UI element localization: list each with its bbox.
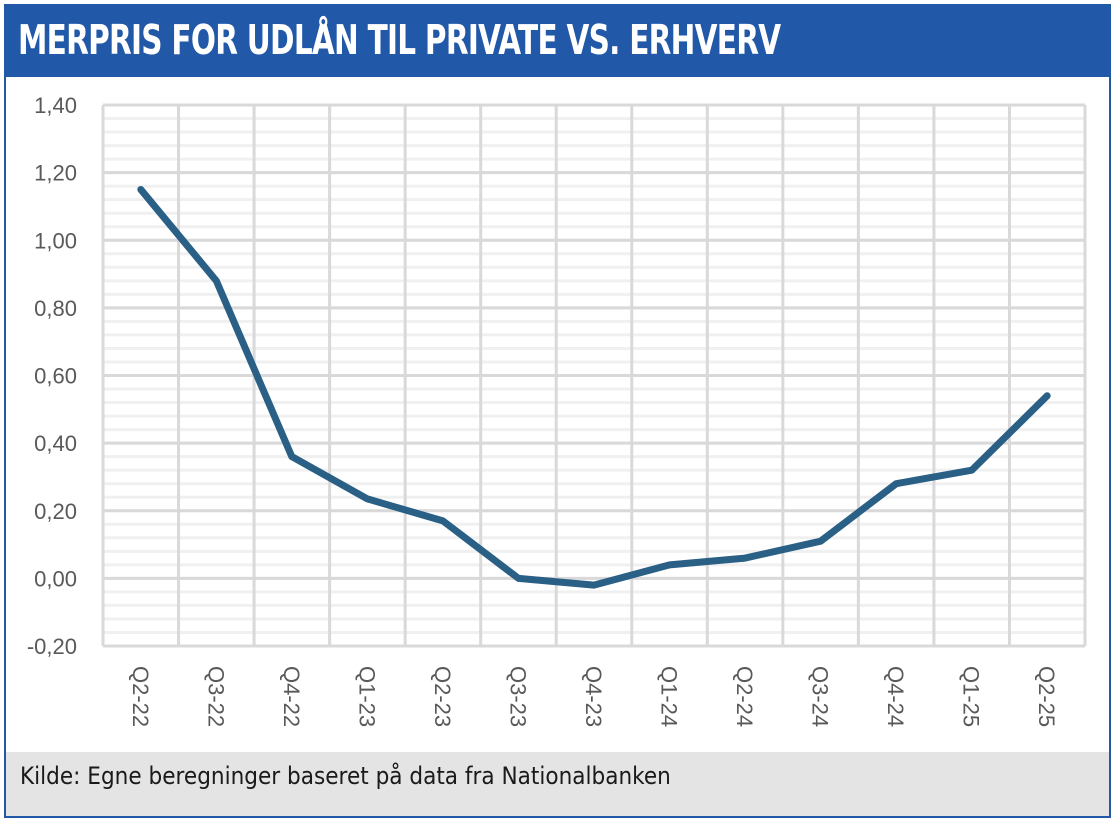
y-tick-label: 0,80: [34, 296, 77, 321]
x-tick-label: Q3-22: [203, 666, 228, 727]
y-tick-label: 1,40: [34, 93, 77, 118]
y-tick-label: -0,20: [27, 634, 77, 659]
source-footer: Kilde: Egne beregninger baseret på data …: [6, 752, 1109, 816]
title-bar: MERPRIS FOR UDLÅN TIL PRIVATE VS. ERHVER…: [4, 4, 1111, 77]
x-tick-label: Q4-22: [279, 666, 304, 727]
series-lines: [137, 186, 1051, 589]
x-tick-label: Q2-22: [128, 666, 153, 727]
x-tick-label: Q4-23: [581, 666, 606, 727]
x-axis-tick-labels: Q2-22 Q3-22 Q4-22 Q1-23 Q2-23 Q3-23 Q4-23 Q1-24…: [128, 666, 1059, 727]
y-axis-tick-labels: -0,20 0,00 0,20 0,40 0,60 0,80 1,00 1,20 1,40: [27, 93, 77, 659]
major-gridlines: [103, 103, 1085, 648]
chart-title: MERPRIS FOR UDLÅN TIL PRIVATE VS. ERHVER…: [18, 16, 781, 64]
x-tick-label: Q3-24: [808, 666, 833, 727]
x-tick-label: Q1-23: [354, 666, 379, 727]
y-tick-label: 0,20: [34, 499, 77, 524]
x-tick-label: Q1-24: [657, 666, 682, 727]
source-note: Kilde: Egne beregninger baseret på data …: [20, 762, 671, 790]
x-tick-label: Q2-23: [430, 666, 455, 727]
y-tick-label: 0,00: [34, 566, 77, 591]
x-tick-label: Q2-24: [732, 666, 757, 727]
x-tick-label: Q1-25: [959, 666, 984, 727]
y-tick-label: 1,20: [34, 161, 77, 186]
vertical-gridlines: [101, 105, 1087, 646]
x-tick-label: Q3-23: [505, 666, 530, 727]
y-tick-label: 0,40: [34, 431, 77, 456]
x-tick-label: Q4-24: [883, 666, 908, 727]
y-tick-label: 0,60: [34, 364, 77, 389]
y-tick-label: 1,00: [34, 228, 77, 253]
x-tick-label: Q2-25: [1034, 666, 1059, 727]
